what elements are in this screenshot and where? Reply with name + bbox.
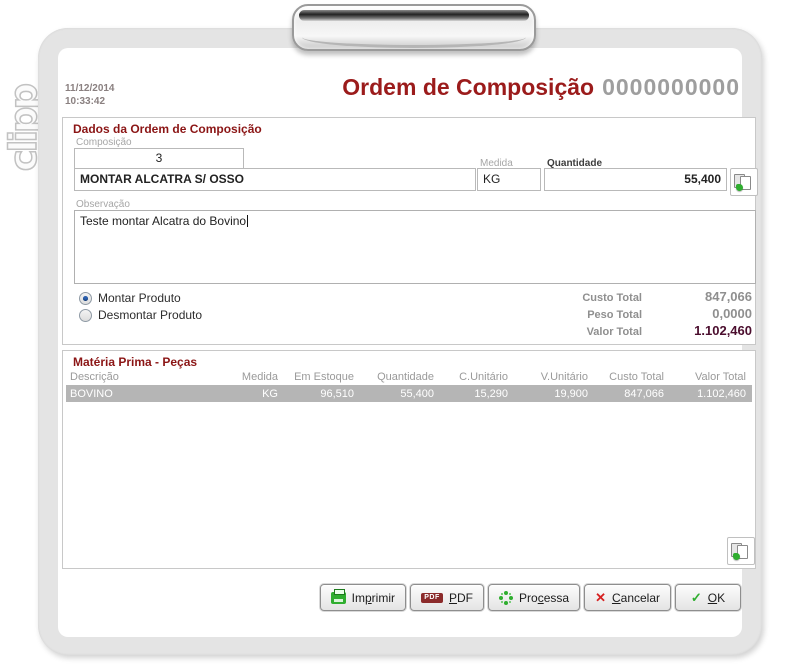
- panel-dados-title: Dados da Ordem de Composição: [73, 122, 262, 136]
- current-time: 10:33:42: [65, 96, 106, 107]
- cancel-x-icon: ✕: [595, 589, 606, 605]
- observacao-label: Observação: [76, 199, 130, 210]
- imprimir-label: Imprimir: [351, 590, 395, 605]
- page-title: Ordem de Composição 0000000000: [342, 74, 740, 101]
- cell-custo-total: 847,066: [624, 387, 664, 400]
- col-v-unitario: V.Unitário: [540, 371, 588, 383]
- valor-total-label: Valor Total: [586, 326, 642, 338]
- action-bar: Imprimir PDF PDF Processa ✕ Cancelar ✓ O…: [319, 584, 741, 611]
- doc-green-mark: [736, 184, 743, 191]
- custo-total-value: 847,066: [705, 289, 752, 304]
- pdf-icon: PDF: [421, 592, 443, 603]
- order-number: 0000000000: [602, 74, 740, 100]
- ok-label: OK: [707, 590, 726, 605]
- total-row-valor: Valor Total 1.102,460: [566, 323, 752, 340]
- col-medida: Medida: [241, 371, 278, 383]
- doc-green-mark: [733, 553, 740, 560]
- peso-total-label: Peso Total: [587, 309, 642, 321]
- medida-input[interactable]: KG: [477, 168, 541, 191]
- table-row-bovino[interactable]: BOVINO KG 96,510 55,400 15,290 19,900 84…: [66, 385, 752, 402]
- composicao-input[interactable]: 3: [74, 148, 244, 169]
- doc-front-shape: [737, 545, 748, 559]
- cell-descricao: BOVINO: [70, 387, 113, 400]
- radio-montar-produto[interactable]: Montar Produto: [79, 291, 181, 305]
- total-row-custo: Custo Total 847,066: [566, 289, 752, 306]
- cell-em-estoque: 96,510: [320, 387, 354, 400]
- radio-desmontar-produto[interactable]: Desmontar Produto: [79, 308, 202, 322]
- clip-metal-band: [299, 10, 529, 21]
- main-content: 11/12/2014 10:33:42 Ordem de Composição 0…: [58, 48, 758, 637]
- pdf-button[interactable]: PDF PDF: [410, 584, 485, 611]
- copy-record-icon: [734, 173, 756, 193]
- radio-unselected-icon: [79, 308, 92, 322]
- ok-check-icon: ✓: [690, 589, 702, 605]
- col-valor-total: Valor Total: [695, 371, 746, 383]
- pdf-label: PDF: [449, 590, 474, 605]
- clipboard-clip-icon: [292, 4, 536, 51]
- cell-v-unitario: 19,900: [554, 387, 588, 400]
- processa-label: Processa: [519, 590, 570, 605]
- radio-desmontar-label: Desmontar Produto: [98, 308, 203, 322]
- datetime-block: 11/12/2014 10:33:42: [65, 82, 115, 108]
- totals-block: Custo Total 847,066 Peso Total 0,0000 Va…: [566, 289, 752, 340]
- copy-record-button[interactable]: [730, 168, 758, 196]
- produto-input[interactable]: MONTAR ALCATRA S/ OSSO: [74, 168, 476, 191]
- cell-c-unitario: 15,290: [474, 387, 508, 400]
- col-em-estoque: Em Estoque: [294, 371, 354, 383]
- cancelar-label: Cancelar: [611, 590, 660, 605]
- peso-total-value: 0,0000: [712, 306, 752, 321]
- radio-montar-label: Montar Produto: [98, 291, 181, 305]
- cancelar-button[interactable]: ✕ Cancelar: [584, 584, 671, 611]
- cell-valor-total: 1.102,460: [697, 387, 746, 400]
- clip-wire-lip: [302, 36, 526, 48]
- processa-button[interactable]: Processa: [488, 584, 581, 611]
- panel-materia-prima: Matéria Prima - Peças Descrição Medida E…: [62, 350, 756, 569]
- col-c-unitario: C.Unitário: [459, 371, 508, 383]
- medida-label: Medida: [480, 158, 513, 169]
- page-title-text: Ordem de Composição: [342, 74, 595, 100]
- composicao-label: Composição: [76, 137, 132, 148]
- export-grid-icon: [731, 542, 753, 562]
- valor-total-value: 1.102,460: [694, 323, 752, 338]
- printer-icon: [330, 588, 346, 604]
- process-pinwheel-icon: [499, 591, 513, 605]
- current-date: 11/12/2014: [65, 83, 115, 94]
- custo-total-label: Custo Total: [582, 292, 642, 304]
- imprimir-button[interactable]: Imprimir: [319, 584, 406, 611]
- cell-quantidade: 55,400: [400, 387, 434, 400]
- panel-materia-title: Matéria Prima - Peças: [73, 355, 198, 369]
- grid-header-row: Descrição Medida Em Estoque Quantidade C…: [66, 370, 752, 384]
- observacao-textarea[interactable]: Teste montar Alcatra do Bovino: [74, 210, 756, 284]
- col-custo-total: Custo Total: [609, 371, 664, 383]
- quantidade-input[interactable]: 55,400: [544, 168, 727, 191]
- quantidade-label: Quantidade: [547, 158, 603, 169]
- radio-selected-icon: [79, 291, 92, 305]
- doc-front-shape: [740, 176, 751, 190]
- export-grid-button[interactable]: [727, 537, 755, 565]
- col-quantidade: Quantidade: [377, 371, 434, 383]
- cell-medida: KG: [262, 387, 278, 400]
- total-row-peso: Peso Total 0,0000: [566, 306, 752, 323]
- ok-button[interactable]: ✓ OK: [675, 584, 741, 611]
- col-descricao: Descrição: [70, 371, 119, 383]
- panel-dados-ordem: Dados da Ordem de Composição Composição …: [62, 117, 758, 345]
